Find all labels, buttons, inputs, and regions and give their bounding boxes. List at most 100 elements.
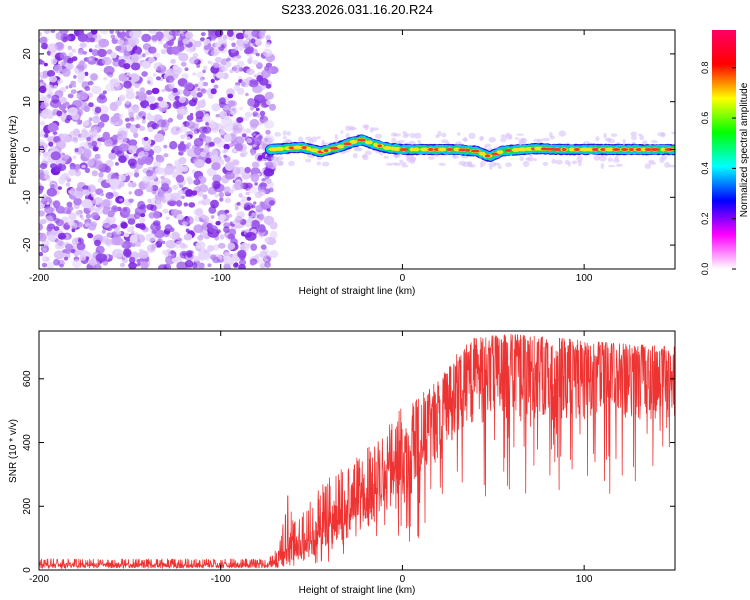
noise-speckle xyxy=(65,85,69,90)
signal-halo-speckle xyxy=(631,135,637,141)
noise-speckle xyxy=(138,250,149,259)
signal-halo-speckle xyxy=(497,164,502,169)
snr-x-axis: -200 -100 0 100 xyxy=(29,331,593,585)
signal-trace-layer xyxy=(264,124,675,170)
noise-speckle xyxy=(72,155,77,160)
noise-speckle xyxy=(53,58,58,64)
noise-speckle xyxy=(149,204,157,212)
noise-speckle xyxy=(86,136,91,142)
noise-speckle xyxy=(229,69,234,74)
signal-halo-speckle xyxy=(506,132,510,137)
noise-speckle xyxy=(171,209,180,216)
noise-speckle xyxy=(245,92,249,97)
noise-speckle xyxy=(183,202,189,207)
noise-speckle xyxy=(157,96,164,102)
noise-speckle xyxy=(238,193,243,198)
noise-speckle xyxy=(139,217,146,224)
noise-speckle xyxy=(129,225,135,231)
noise-speckle xyxy=(128,76,132,81)
noise-speckle xyxy=(219,197,224,202)
noise-speckle xyxy=(262,48,273,57)
signal-halo-speckle xyxy=(606,137,612,143)
noise-speckle xyxy=(163,144,168,149)
noise-speckle xyxy=(229,142,234,148)
noise-speckle xyxy=(95,253,108,263)
noise-speckle xyxy=(80,95,85,100)
x-tick-label: 100 xyxy=(576,574,593,585)
noise-speckle xyxy=(64,175,70,181)
noise-speckle xyxy=(143,136,149,141)
noise-speckle xyxy=(178,184,184,189)
noise-speckle xyxy=(136,258,141,263)
noise-speckle xyxy=(53,200,61,209)
noise-speckle xyxy=(261,69,271,79)
signal-halo-speckle xyxy=(551,158,556,164)
noise-speckle xyxy=(95,141,102,148)
noise-speckle xyxy=(127,182,132,188)
noise-speckle xyxy=(154,229,165,239)
noise-speckle xyxy=(219,234,225,240)
signal-halo-speckle xyxy=(642,140,648,146)
signal-core-red xyxy=(561,148,567,151)
colorbar-tick-label: 0.8 xyxy=(700,61,710,74)
noise-speckle xyxy=(154,167,164,175)
noise-speckle xyxy=(56,110,63,117)
noise-speckle xyxy=(59,96,67,104)
noise-speckle xyxy=(40,104,46,110)
noise-speckle xyxy=(135,115,141,120)
noise-speckle xyxy=(202,65,208,71)
noise-speckle xyxy=(158,100,168,108)
noise-speckle xyxy=(63,135,72,143)
noise-speckle xyxy=(130,62,141,71)
noise-speckle xyxy=(229,189,234,194)
signal-halo-speckle xyxy=(321,161,330,167)
noise-speckle xyxy=(145,233,157,242)
noise-speckle xyxy=(129,30,137,38)
noise-speckle xyxy=(79,42,87,48)
noise-speckle xyxy=(125,100,130,105)
signal-halo-speckle xyxy=(500,134,507,139)
signal-halo-speckle xyxy=(670,131,675,135)
noise-speckle xyxy=(145,169,154,177)
noise-speckle xyxy=(193,146,203,156)
noise-speckle xyxy=(39,232,47,242)
noise-speckle xyxy=(160,129,164,133)
noise-speckle xyxy=(237,87,245,95)
noise-speckle xyxy=(176,200,183,207)
noise-speckle xyxy=(119,262,126,268)
noise-speckle xyxy=(73,75,77,79)
noise-speckle xyxy=(184,260,194,268)
noise-speckle xyxy=(135,241,142,247)
noise-speckle xyxy=(42,151,50,157)
noise-speckle xyxy=(112,134,118,140)
noise-speckle xyxy=(39,218,47,225)
noise-speckle xyxy=(213,137,222,144)
noise-speckle xyxy=(99,192,105,197)
noise-speckle xyxy=(223,154,228,158)
noise-speckle xyxy=(255,52,260,57)
noise-speckle xyxy=(153,211,161,219)
spectrogram-x-axis: -200 -100 0 100 xyxy=(29,30,593,284)
noise-speckle xyxy=(186,114,194,121)
noise-speckle xyxy=(77,71,86,80)
signal-halo-speckle xyxy=(399,159,404,164)
noise-speckle xyxy=(141,60,151,69)
noise-speckle xyxy=(84,167,91,174)
signal-core-red xyxy=(329,146,340,150)
signal-halo-speckle xyxy=(664,162,671,168)
noise-speckle xyxy=(59,263,64,268)
noise-speckle xyxy=(102,228,106,233)
noise-speckle xyxy=(94,239,101,247)
signal-halo-speckle xyxy=(402,131,407,136)
noise-speckle xyxy=(213,62,220,69)
noise-speckle xyxy=(91,49,99,57)
noise-speckle xyxy=(130,230,135,234)
noise-speckle xyxy=(193,224,204,234)
signal-halo-speckle xyxy=(362,124,370,129)
noise-speckle xyxy=(255,204,264,213)
noise-speckle xyxy=(223,256,228,260)
noise-speckle xyxy=(224,209,230,214)
signal-halo-speckle xyxy=(630,131,638,137)
noise-speckle xyxy=(41,262,48,268)
noise-speckle xyxy=(91,140,98,147)
